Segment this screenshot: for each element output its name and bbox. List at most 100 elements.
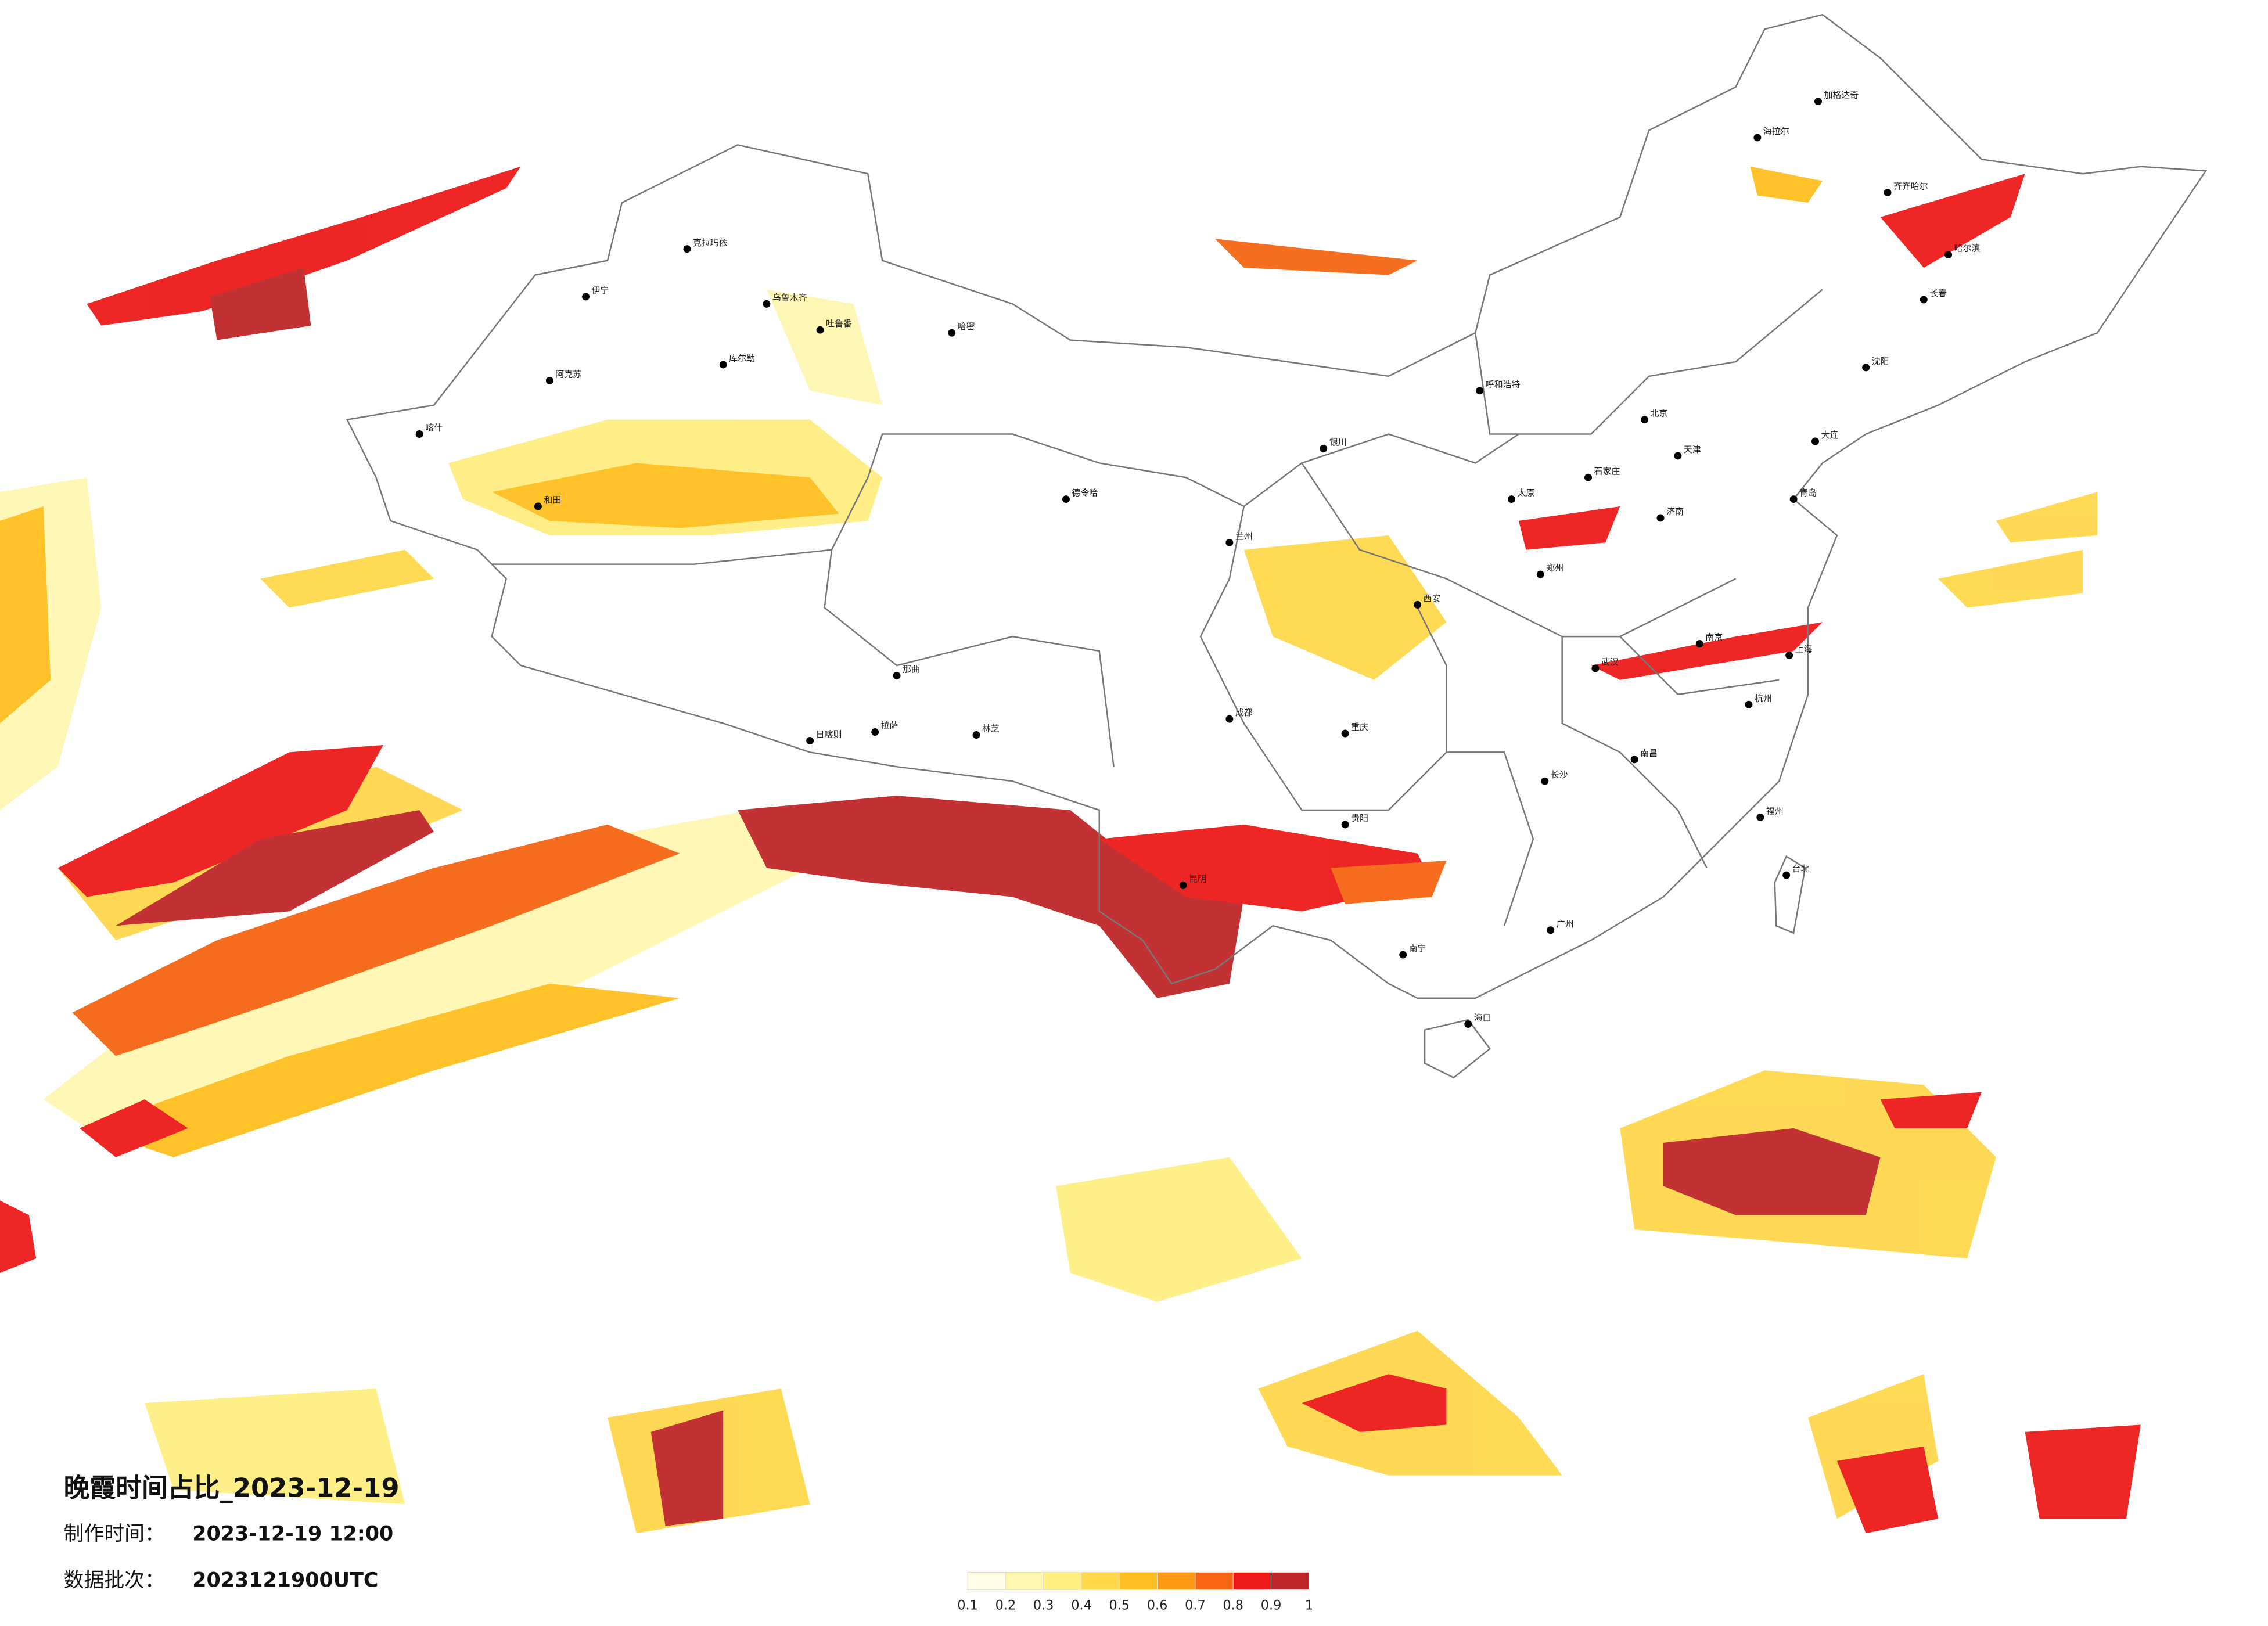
city-dot [1536,570,1544,578]
city-dot [1756,813,1764,821]
city-dot [871,728,879,736]
city-dot [1674,452,1682,460]
city-label: 加格达奇 [1824,90,1859,100]
city-label: 和田 [544,495,561,505]
legend-tick-label: 0.4 [1071,1598,1092,1613]
legend-swatch [1005,1571,1044,1590]
city-dot [1920,296,1928,304]
city-dot [1591,664,1600,672]
city-label: 长沙 [1551,769,1568,780]
city-dot [1541,777,1549,785]
city-label: 大连 [1821,430,1838,440]
city-label: 台北 [1792,864,1810,874]
legend-swatch [1081,1571,1120,1590]
legend-tick-label: 1 [1305,1598,1313,1613]
city-dot [1695,640,1703,648]
city-label: 南昌 [1640,748,1658,758]
city-label: 重庆 [1351,722,1368,732]
city-dot [1341,729,1349,738]
legend: 0.1 0.2 0.3 0.4 0.5 0.6 0.7 0.8 0.9 1 [957,1571,1313,1613]
city-dot [1811,437,1819,445]
city-label: 济南 [1666,506,1684,517]
city-label: 福州 [1766,806,1784,816]
city-label: 北京 [1651,408,1668,419]
city-dot [1062,495,1070,503]
city-dot [1785,652,1793,660]
city-dot [893,671,901,679]
city-dot [1782,871,1791,879]
city-label: 乌鲁木齐 [772,292,807,303]
city-dot [806,737,814,744]
map-title: 晚霞时间占比_2023-12-19 [64,1473,400,1503]
legend-swatch [1119,1571,1158,1590]
city-dot [1944,251,1953,259]
city-dot [1789,495,1798,503]
city-label: 太原 [1517,488,1534,498]
city-label: 克拉玛依 [693,238,728,248]
legend-tick-label: 0.2 [995,1598,1016,1613]
city-dot [582,293,590,301]
legend-swatch [1157,1571,1196,1590]
city-dot [1464,1020,1472,1028]
city-label: 南京 [1705,632,1723,643]
city-label: 武汉 [1601,657,1619,667]
city-label: 呼和浩特 [1486,379,1521,390]
city-label: 那曲 [903,664,920,674]
legend-swatch [1195,1571,1234,1590]
data-batch-label: 数据批次： [64,1569,165,1592]
city-dot [1508,495,1515,503]
city-label: 上海 [1795,644,1813,654]
city-dot [534,502,542,510]
city-label: 兰州 [1235,531,1253,541]
city-label: 哈尔滨 [1954,243,1981,254]
city-label: 贵阳 [1351,813,1368,823]
city-dot [763,300,771,308]
city-label: 德令哈 [1072,488,1098,498]
legend-tick-label: 0.7 [1185,1598,1206,1613]
city-label: 库尔勒 [729,353,755,364]
legend-tick-label: 0.8 [1223,1598,1243,1613]
city-label: 拉萨 [881,721,898,731]
data-batch-value: 2023121900UTC [192,1569,378,1592]
city-label: 郑州 [1546,563,1563,573]
city-label: 阿克苏 [555,369,581,379]
legend-swatch [967,1571,1006,1590]
legend-swatch [1043,1571,1082,1590]
legend-tick-label: 0.5 [1109,1598,1130,1613]
city-label: 银川 [1329,437,1347,447]
city-label: 长春 [1929,288,1947,298]
legend-swatch [1232,1571,1272,1590]
city-label: 成都 [1235,707,1253,718]
city-dot [1225,715,1234,723]
city-dot [1862,364,1870,372]
city-dot [948,329,956,337]
city-label: 广州 [1557,919,1574,929]
city-dot [1547,926,1555,934]
city-dot [1814,98,1822,106]
city-dot [1630,756,1638,764]
borders [346,13,2208,1079]
city-dot [1399,951,1407,959]
city-dot [816,326,824,334]
city-dot [1225,538,1234,546]
production-time-label: 制作时间： [64,1523,165,1546]
city-label: 吐鲁番 [826,318,852,329]
island-border [1774,855,1806,934]
city-label: 天津 [1684,444,1701,455]
city-dot [1414,600,1422,609]
island-border [1424,1019,1491,1079]
city-label: 南宁 [1409,943,1426,954]
city-dot [719,361,727,369]
production-time-value: 2023-12-19 12:00 [192,1523,393,1546]
city-dot [1584,473,1592,481]
city-label: 喀什 [425,423,443,433]
city-label: 海口 [1474,1013,1491,1023]
city-dot [415,430,423,438]
city-dot [1320,444,1328,452]
city-label: 沈阳 [1872,356,1889,366]
legend-tick-label: 0.6 [1147,1598,1168,1613]
city-label: 哈密 [958,321,975,332]
